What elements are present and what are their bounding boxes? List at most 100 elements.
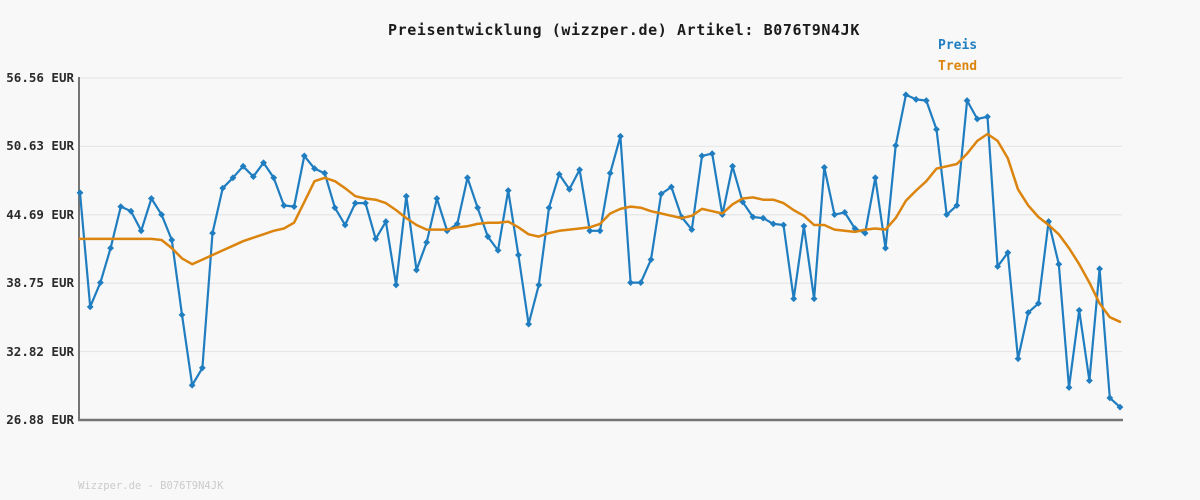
price-point-marker xyxy=(657,190,665,198)
price-point-marker xyxy=(851,225,859,232)
y-tick-label: 26.88 EUR xyxy=(6,412,74,427)
price-point-marker xyxy=(769,220,777,228)
price-point-marker xyxy=(831,211,838,219)
price-point-marker xyxy=(698,152,706,160)
price-point-marker xyxy=(1035,299,1042,307)
price-point-marker xyxy=(871,174,879,182)
price-point-marker xyxy=(861,229,869,237)
trend-line xyxy=(78,132,1122,324)
y-tick-label: 56.56 EUR xyxy=(6,70,74,85)
price-point-marker xyxy=(270,174,278,182)
price-point-marker xyxy=(107,244,114,252)
y-tick-label: 38.75 EUR xyxy=(6,275,74,291)
chart-title: Preisentwicklung (wizzper.de) Artikel: B… xyxy=(388,21,860,39)
price-point-marker xyxy=(219,184,227,192)
price-point-marker xyxy=(994,263,1002,270)
price-point-marker xyxy=(209,229,216,237)
legend-item-trend: Trend xyxy=(938,59,978,74)
price-point-marker xyxy=(953,202,961,209)
price-point-marker xyxy=(1096,265,1104,273)
price-point-marker xyxy=(1075,306,1083,314)
price-point-marker xyxy=(616,132,624,140)
price-point-marker xyxy=(178,311,186,319)
price-point-marker xyxy=(382,218,390,225)
price-point-marker xyxy=(158,211,165,219)
price-point-marker xyxy=(759,214,767,222)
price-point-marker xyxy=(76,189,84,197)
price-point-marker xyxy=(637,279,645,287)
price-point-marker xyxy=(892,142,900,149)
price-point-marker xyxy=(423,238,431,246)
price-point-marker xyxy=(566,185,573,193)
price-point-marker xyxy=(708,150,716,157)
price-point-marker xyxy=(739,198,747,206)
price-point-marker xyxy=(922,97,930,104)
price-point-marker xyxy=(117,203,125,210)
y-tick-label: 50.63 EUR xyxy=(6,138,74,154)
price-point-marker xyxy=(667,183,675,191)
price-point-marker xyxy=(137,227,145,235)
price-point-marker xyxy=(474,204,482,212)
price-point-marker xyxy=(147,195,155,202)
price-point-marker xyxy=(800,222,808,230)
price-point-marker xyxy=(341,221,349,229)
price-point-marker xyxy=(413,266,420,274)
price-point-marker xyxy=(1065,384,1073,391)
price-point-marker xyxy=(606,169,614,177)
price-point-marker xyxy=(362,199,369,207)
watermark: Wizzper.de - B076T9N4JK xyxy=(78,480,224,492)
price-point-marker xyxy=(820,164,828,171)
legend-item-preis: Preis xyxy=(938,38,978,53)
price-point-marker xyxy=(127,207,135,215)
price-point-marker xyxy=(504,187,512,194)
price-point-marker xyxy=(912,96,920,103)
price-point-marker xyxy=(525,320,533,328)
price-point-marker xyxy=(1014,355,1022,363)
price-point-marker xyxy=(402,192,410,200)
price-point-marker xyxy=(749,213,757,221)
price-point-marker xyxy=(576,166,584,174)
price-point-marker xyxy=(453,220,461,228)
price-point-marker xyxy=(464,174,471,182)
price-point-marker xyxy=(351,199,359,207)
price-point-marker xyxy=(780,221,787,229)
price-point-marker xyxy=(280,202,288,209)
price-point-marker xyxy=(902,91,910,99)
price-point-marker xyxy=(973,115,981,123)
price-point-marker xyxy=(933,125,940,133)
price-point-marker xyxy=(96,279,104,287)
price-point-marker xyxy=(882,244,889,252)
price-point-marker xyxy=(555,170,563,178)
y-tick-label: 32.82 EUR xyxy=(6,343,74,359)
price-point-marker xyxy=(535,281,543,289)
price-point-marker xyxy=(647,256,655,264)
price-point-marker xyxy=(515,251,522,259)
price-point-marker xyxy=(688,226,696,234)
price-point-marker xyxy=(198,364,206,372)
price-point-marker xyxy=(729,162,736,170)
price-point-marker xyxy=(586,227,594,235)
price-point-marker xyxy=(810,295,818,303)
price-line xyxy=(78,93,1122,409)
price-point-marker xyxy=(943,211,951,219)
price-point-marker xyxy=(86,303,94,311)
price-point-marker xyxy=(1004,249,1012,257)
price-point-marker xyxy=(239,162,247,170)
price-point-marker xyxy=(229,174,237,182)
price-point-marker xyxy=(484,233,492,240)
price-point-marker xyxy=(249,173,257,181)
price-point-marker xyxy=(331,204,339,212)
price-point-marker xyxy=(1086,377,1093,384)
price-point-marker xyxy=(290,203,298,210)
price-point-marker xyxy=(596,227,604,235)
price-point-marker xyxy=(1116,403,1124,411)
price-point-marker xyxy=(494,246,502,254)
price-point-marker xyxy=(984,113,991,121)
price-point-marker xyxy=(300,152,308,160)
legend: Preis Trend xyxy=(938,39,977,73)
price-point-marker xyxy=(1024,309,1032,317)
price-point-marker xyxy=(963,97,971,104)
price-point-marker xyxy=(545,204,553,212)
